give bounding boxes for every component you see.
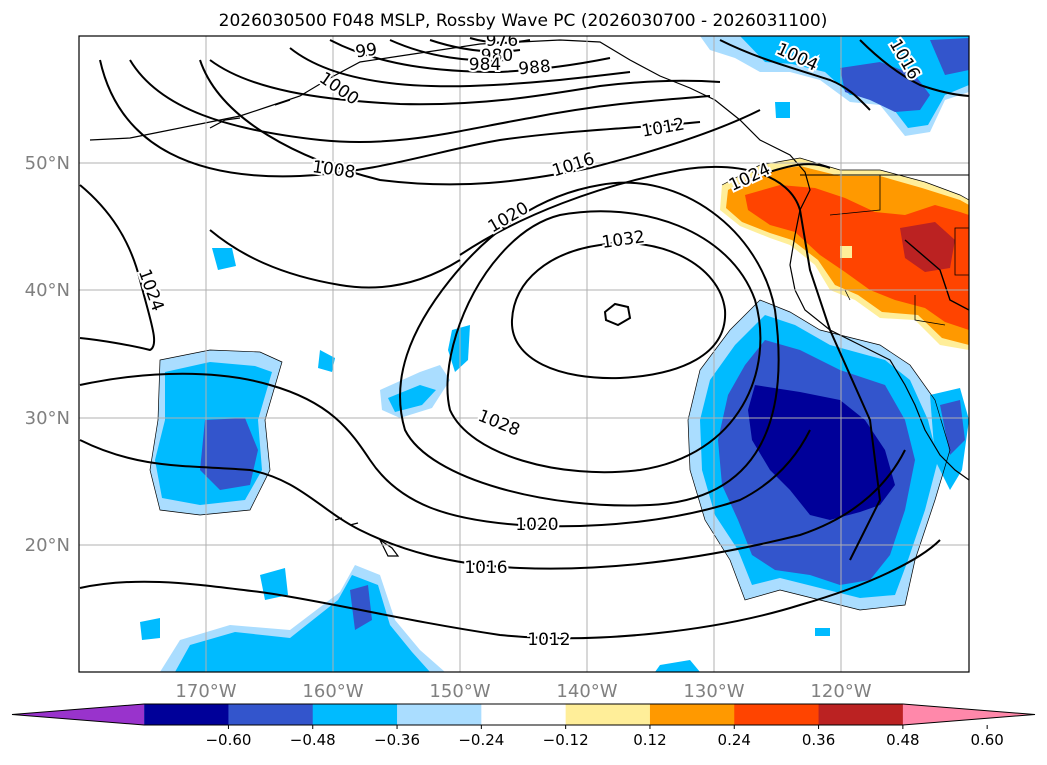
colorbar-tick-label: −0.24 (458, 731, 504, 749)
lon-label-160w: 160°W (302, 681, 363, 702)
lat-label-50n: 50°N (25, 153, 70, 174)
isobar-1028 (446, 210, 762, 474)
contour-label: 1016 (464, 558, 507, 578)
contour-label: 1020 (515, 515, 558, 535)
colorbar-tick-label: 0.60 (970, 731, 1003, 749)
lat-label-30n: 30°N (25, 408, 70, 429)
map-panel: 99 976 980 984 988 1000 1004 1016 1008 1… (79, 31, 969, 672)
isobar-1024-outer (399, 181, 780, 507)
map-frame (78, 35, 970, 673)
colorbar-segment (144, 704, 229, 725)
colorbar-tick-label: 0.12 (633, 731, 666, 749)
isobar-980 (429, 39, 521, 53)
isobar-1032-inner (603, 302, 632, 327)
colorbar-outline (11, 703, 1036, 726)
colorbar-tick-label: 0.24 (718, 731, 751, 749)
negative-anomaly-north (700, 36, 969, 136)
colorbar-segment (397, 704, 482, 725)
lat-label-20n: 20°N (25, 535, 70, 556)
colorbar: −0.60 −0.48 −0.36 −0.24 −0.12 0.12 0.24 0.36 0.4… (11, 703, 1036, 749)
contour-label: 99 (354, 40, 378, 63)
lon-label-150w: 150°W (429, 681, 490, 702)
contour-label: 988 (518, 57, 552, 80)
colorbar-extend-low (12, 704, 145, 725)
contour-label: 984 (469, 55, 501, 75)
isobars (79, 37, 969, 640)
isobar-1024-ne (759, 163, 831, 176)
graticule (79, 36, 969, 672)
longitude-labels: 170°W 160°W 150°W 140°W 130°W 120°W (175, 681, 871, 702)
colorbar-extend-high (902, 704, 1035, 725)
isobar-1024-west-outer (209, 229, 461, 289)
lon-label-130w: 130°W (683, 681, 744, 702)
isobar-1020-east (459, 166, 882, 561)
lon-label-120w: 120°W (810, 681, 871, 702)
isobar-1004-ne (719, 39, 871, 111)
isobar-1000 (289, 47, 631, 88)
colorbar-tick-label: −0.12 (543, 731, 589, 749)
colorbar-segment (565, 704, 651, 725)
isobar-1012 (79, 539, 941, 640)
lon-label-170w: 170°W (175, 681, 236, 702)
isobar-1016-ne (859, 39, 969, 97)
contour-label: 1012 (527, 630, 570, 650)
isobar-1020 (79, 372, 811, 528)
colorbar-segment (818, 704, 904, 725)
colorbar-tick-label: 0.48 (886, 731, 919, 749)
colorbar-segment (649, 704, 735, 725)
isobar-988 (329, 39, 611, 74)
colorbar-segment (734, 704, 820, 725)
isobar-1016 (79, 439, 906, 570)
coastlines (89, 39, 969, 557)
colorbar-tick-label: −0.60 (205, 731, 251, 749)
colorbar-segment (228, 704, 314, 725)
colorbar-segment (481, 704, 567, 725)
colorbar-tick-label: −0.36 (374, 731, 420, 749)
isobar-1032 (510, 242, 727, 380)
negative-anomaly-east (688, 102, 969, 636)
lat-label-40n: 40°N (25, 280, 70, 301)
colorbar-tick-label: −0.48 (290, 731, 336, 749)
isobar-1008 (129, 59, 711, 143)
figure-title: 2026030500 F048 MSLP, Rossby Wave PC (20… (219, 11, 828, 31)
isobar-1004 (209, 59, 721, 106)
colorbar-tick-label: 0.36 (802, 731, 835, 749)
colorbar-segment (312, 704, 398, 725)
isobar-1012-north (99, 59, 701, 178)
contour-label: 980 (481, 46, 513, 66)
isobar-976 (469, 37, 531, 44)
isobar-1024-west (79, 184, 156, 352)
contour-label: 976 (486, 31, 518, 51)
negative-anomaly-south (140, 565, 700, 672)
lon-label-140w: 140°W (556, 681, 617, 702)
latitude-labels: 50°N 40°N 30°N 20°N (25, 153, 70, 556)
isobar-984 (389, 39, 511, 62)
